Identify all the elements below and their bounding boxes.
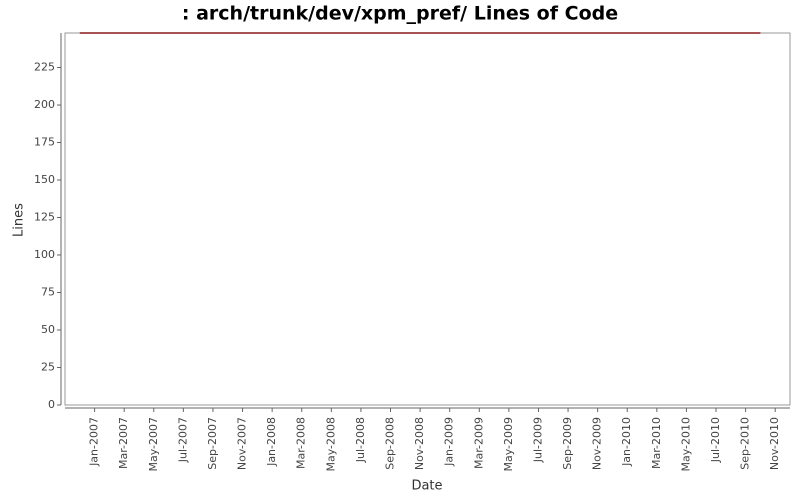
x-tick-label: Mar-2010 [650,417,663,469]
x-tick-label: Nov-2007 [236,417,249,470]
x-tick-label: Sep-2008 [384,417,397,470]
x-tick-label: Jan-2009 [443,417,456,467]
x-axis-label: Date [411,479,442,494]
x-tick-label: May-2008 [324,417,337,472]
x-tick-label: May-2007 [147,417,160,472]
y-tick-label: 100 [34,248,55,261]
y-axis-label: Lines [12,203,27,237]
y-tick-label: 150 [34,173,55,186]
y-tick-label: 225 [34,61,55,74]
x-tick-label: Jul-2009 [531,417,544,463]
x-tick-label: Sep-2007 [206,417,219,470]
y-tick-label: 75 [41,286,55,299]
x-tick-label: Sep-2009 [561,417,574,470]
x-tick-label: May-2009 [502,417,515,472]
y-tick-label: 200 [34,98,55,111]
x-tick-label: Nov-2009 [591,417,604,470]
x-tick-label: Sep-2010 [739,417,752,470]
x-tick-label: May-2010 [679,417,692,472]
y-tick-label: 25 [41,361,55,374]
y-tick-label: 0 [48,398,55,411]
x-tick-label: Jul-2008 [354,417,367,463]
y-tick-label: 125 [34,211,55,224]
y-tick-label: 175 [34,136,55,149]
x-tick-label: Jul-2010 [709,417,722,463]
x-tick-label: Jan-2008 [265,417,278,467]
x-tick-label: Mar-2009 [472,417,485,469]
x-tick-label: Mar-2007 [117,417,130,469]
x-tick-label: Nov-2008 [413,417,426,470]
x-tick-label: Mar-2008 [295,417,308,469]
x-tick-label: Jul-2007 [176,417,189,463]
x-tick-label: Jan-2010 [620,417,633,467]
x-tick-label: Nov-2010 [768,417,781,470]
plot-area [64,32,791,406]
chart-title: : arch/trunk/dev/xpm_pref/ Lines of Code [182,3,618,25]
x-tick-label: Jan-2007 [88,417,101,467]
y-tick-label: 50 [41,323,55,336]
